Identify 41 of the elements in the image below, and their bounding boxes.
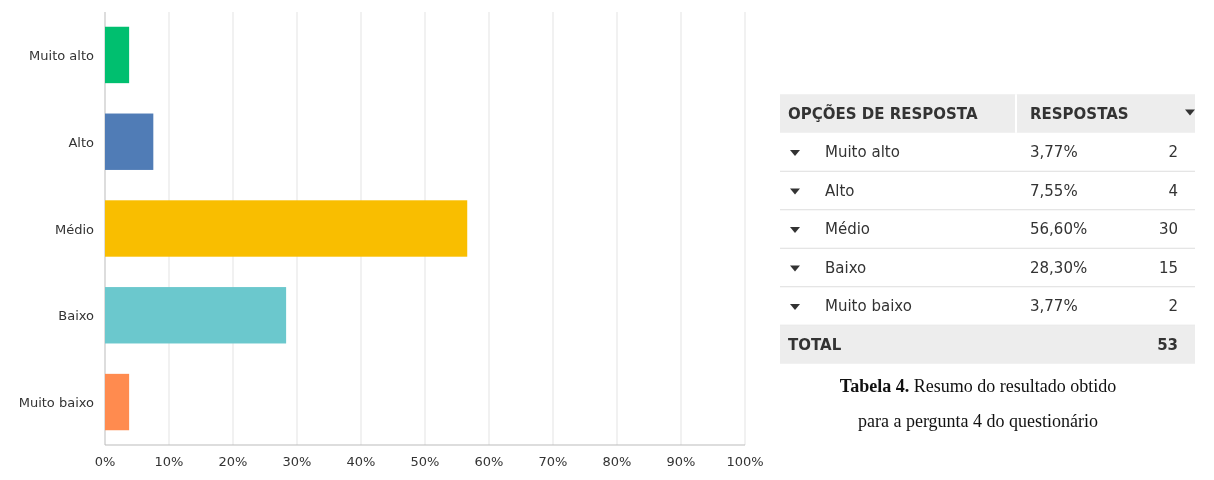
text: TOTAL <box>788 335 842 354</box>
x-tick-label: 60% <box>474 454 504 469</box>
text: 53 <box>1157 335 1178 354</box>
x-tick-label: 0% <box>94 454 116 469</box>
category-label: Médio <box>825 220 871 238</box>
text: RESPOSTAS <box>1030 104 1129 123</box>
data-label: 30 <box>1158 220 1178 238</box>
bar <box>105 113 154 170</box>
category-label: Muito baixo <box>825 297 912 315</box>
data-label: 15 <box>1158 258 1178 277</box>
text: OPÇÕES DE RESPOSTA <box>788 103 978 123</box>
x-tick-label: 100% <box>726 454 764 469</box>
category-label: Muito alto <box>825 143 900 161</box>
x-tick-label: 90% <box>666 454 696 469</box>
y-tick-label: Baixo <box>58 308 95 324</box>
category-label: Baixo <box>825 258 867 277</box>
data-label: 3,77% <box>1030 143 1078 161</box>
x-tick-label: 80% <box>602 454 632 469</box>
x-tick-label: 70% <box>538 454 568 469</box>
y-tick-label: Muito baixo <box>18 395 95 411</box>
data-label: 4 <box>1168 181 1178 200</box>
data-label: 2 <box>1168 143 1178 161</box>
y-tick-label: Muito alto <box>29 47 95 63</box>
x-tick-label: 40% <box>346 454 376 469</box>
category-label: Alto <box>825 181 855 200</box>
data-label: 7,55% <box>1030 181 1078 200</box>
bar <box>105 26 130 84</box>
data-label: 3,77% <box>1030 297 1078 315</box>
bar <box>105 373 130 431</box>
data-label: 28,30% <box>1030 258 1088 277</box>
x-tick-label: 30% <box>282 454 312 469</box>
bar <box>105 200 468 257</box>
data-label: 56,60% <box>1030 220 1088 238</box>
y-tick-label: Alto <box>68 134 95 150</box>
x-tick-label: 20% <box>218 454 248 469</box>
data-label: 2 <box>1168 297 1178 315</box>
bar <box>105 287 287 344</box>
x-tick-label: 50% <box>410 454 440 469</box>
text: Tabela 4. <box>839 375 910 396</box>
x-tick-label: 10% <box>154 454 184 469</box>
y-tick-label: Médio <box>54 221 95 237</box>
